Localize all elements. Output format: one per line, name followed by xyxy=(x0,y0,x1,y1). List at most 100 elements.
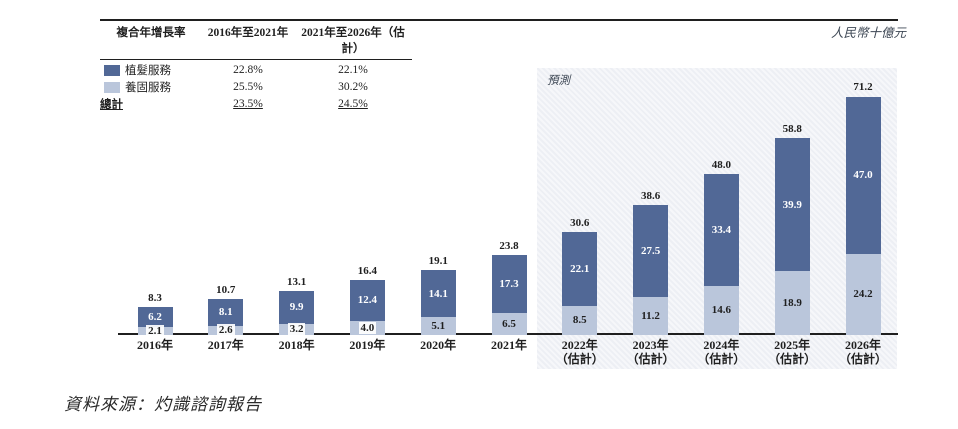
legend-header-cell: 2016年至2021年 xyxy=(207,27,289,39)
segment-hair-transplant: 9.9 xyxy=(279,290,315,324)
segment-value-label: 47.0 xyxy=(853,169,873,182)
x-axis-category-label: 2025年 （估計） xyxy=(768,338,817,366)
top-rule xyxy=(100,19,898,21)
segment-value-label: 3.2 xyxy=(287,323,306,336)
segment-value-label: 6.2 xyxy=(148,311,162,324)
legend-row-value: 23.5% xyxy=(233,98,263,110)
segment-hair-transplant: 39.9 xyxy=(774,137,810,272)
total-value-label: 23.8 xyxy=(499,239,519,252)
total-value-label: 10.7 xyxy=(216,283,236,296)
total-value-label: 8.3 xyxy=(148,291,162,304)
segment-value-label: 12.4 xyxy=(357,294,378,307)
total-value-label: 16.4 xyxy=(357,264,378,277)
bar-stack: 12.4 4.0 xyxy=(349,279,385,335)
bar-stack: 39.9 18.9 xyxy=(774,137,810,335)
bar-stack: 17.3 6.5 xyxy=(491,254,527,335)
segment-value-label: 39.9 xyxy=(782,198,802,211)
segment-hair-transplant: 17.3 xyxy=(491,254,527,313)
cagr-legend-table: 複合年增長率 2016年至2021年 2021年至2026年（估計） 植髮服務 22.… xyxy=(100,24,412,111)
segment-hair-transplant: 12.4 xyxy=(349,279,385,322)
x-axis-category-label: 2020年 xyxy=(420,338,457,352)
segment-value-label: 8.1 xyxy=(218,306,233,319)
segment-value-label: 6.5 xyxy=(502,317,516,330)
unit-label: 人民幣十億元 xyxy=(830,26,906,40)
segment-hair-care: 8.5 xyxy=(562,306,598,335)
segment-value-label: 27.5 xyxy=(640,245,661,258)
segment-hair-transplant: 33.4 xyxy=(703,174,739,286)
bar-stack: 14.1 5.1 xyxy=(420,270,456,335)
x-axis-category-label: 2017年 xyxy=(207,338,244,352)
segment-hair-care: 11.2 xyxy=(633,297,669,335)
segment-value-label: 8.5 xyxy=(572,314,587,327)
segment-hair-care: 18.9 xyxy=(774,271,810,335)
total-value-label: 30.6 xyxy=(570,217,590,230)
bar-stack: 6.2 2.1 xyxy=(137,306,173,337)
total-value-label: 48.0 xyxy=(711,159,732,172)
segment-value-label: 33.4 xyxy=(711,223,732,236)
segment-hair-care: 2.1 xyxy=(137,324,173,337)
total-value-label: 19.1 xyxy=(428,255,448,268)
segment-hair-care: 3.2 xyxy=(279,323,315,336)
bar-stack: 33.4 14.6 xyxy=(703,174,739,335)
total-value-label: 13.1 xyxy=(286,275,307,288)
legend-table-header: 複合年增長率 2016年至2021年 2021年至2026年（估計） xyxy=(100,24,412,60)
legend-row: 總計 23.5% 24.5% xyxy=(100,96,412,111)
legend-row-label: 養固服務 xyxy=(100,79,202,95)
x-axis-category-label: 2016年 xyxy=(136,338,173,352)
x-axis-category-label: 2021年 xyxy=(490,338,527,352)
forecast-label: 預測 xyxy=(547,75,570,87)
legend-swatch-light xyxy=(104,81,120,93)
segment-value-label: 5.1 xyxy=(431,319,446,332)
segment-hair-care: 5.1 xyxy=(420,317,456,335)
source-note: 資料來源：灼識諮詢報告 xyxy=(64,395,262,414)
segment-value-label: 14.1 xyxy=(428,287,448,300)
x-axis-category-label: 2019年 xyxy=(349,338,386,352)
legend-table-body: 植髮服務 22.8% 22.1% 養固服務 25.5% 30.2% 總計 23.5% 24.5% xyxy=(100,62,412,111)
bar-stack: 27.5 11.2 xyxy=(633,205,669,335)
x-axis-category-label: 2026年 （估計） xyxy=(838,338,887,366)
legend-row-label: 植髮服務 xyxy=(100,62,202,78)
segment-value-label: 24.2 xyxy=(853,288,873,301)
total-value-label: 38.6 xyxy=(640,190,661,203)
legend-row-label-text: 養固服務 xyxy=(125,82,171,94)
segment-hair-transplant: 47.0 xyxy=(845,96,881,254)
legend-row-label-text: 總計 xyxy=(100,99,123,111)
legend-header-cell: 複合年增長率 xyxy=(116,27,186,39)
total-value-label: 58.8 xyxy=(782,122,802,135)
bar-stack: 8.1 2.6 xyxy=(208,298,244,337)
segment-value-label: 22.1 xyxy=(570,263,590,276)
segment-hair-care: 24.2 xyxy=(845,253,881,335)
stacked-bar-chart: 預測 6.2 2.1 8.3 8.1 2.6 10.7 9.9 3.2 13.1 12.4 4.0 1… xyxy=(100,60,900,372)
legend-row-value: 22.1% xyxy=(338,64,368,76)
x-axis-category-label: 2022年 （估計） xyxy=(555,338,604,366)
segment-value-label: 2.1 xyxy=(146,324,164,337)
segment-hair-transplant: 27.5 xyxy=(633,205,669,298)
segment-value-label: 2.6 xyxy=(216,324,235,337)
legend-row: 植髮服務 22.8% 22.1% xyxy=(100,62,412,77)
segment-hair-transplant: 8.1 xyxy=(208,298,244,326)
segment-hair-care: 4.0 xyxy=(349,321,385,335)
legend-row-value: 30.2% xyxy=(338,81,368,93)
segment-hair-transplant: 22.1 xyxy=(562,232,598,307)
bar-stack: 9.9 3.2 xyxy=(279,290,315,336)
total-value-label: 71.2 xyxy=(853,81,873,94)
legend-header-cell: 2021年至2026年（估計） xyxy=(301,27,405,55)
segment-hair-care: 14.6 xyxy=(703,285,739,335)
segment-hair-transplant: 14.1 xyxy=(420,270,456,318)
segment-hair-care: 6.5 xyxy=(491,312,527,335)
x-axis-category-label: 2024年 （估計） xyxy=(697,338,746,366)
x-axis-category-label: 2018年 xyxy=(278,338,315,352)
segment-value-label: 14.6 xyxy=(711,304,732,317)
bar-stack: 47.0 24.2 xyxy=(845,96,881,335)
legend-row: 養固服務 25.5% 30.2% xyxy=(100,79,412,94)
bar-stack: 22.1 8.5 xyxy=(562,232,598,335)
x-axis-category-label: 2023年 （估計） xyxy=(626,338,675,366)
segment-hair-transplant: 6.2 xyxy=(137,306,173,328)
segment-hair-care: 2.6 xyxy=(208,324,244,337)
segment-value-label: 9.9 xyxy=(289,301,304,314)
legend-swatch-dark xyxy=(104,64,120,76)
legend-row-label: 總計 xyxy=(100,96,202,112)
legend-row-label-text: 植髮服務 xyxy=(125,65,171,77)
legend-row-value: 25.5% xyxy=(233,81,263,93)
segment-value-label: 4.0 xyxy=(358,321,377,334)
